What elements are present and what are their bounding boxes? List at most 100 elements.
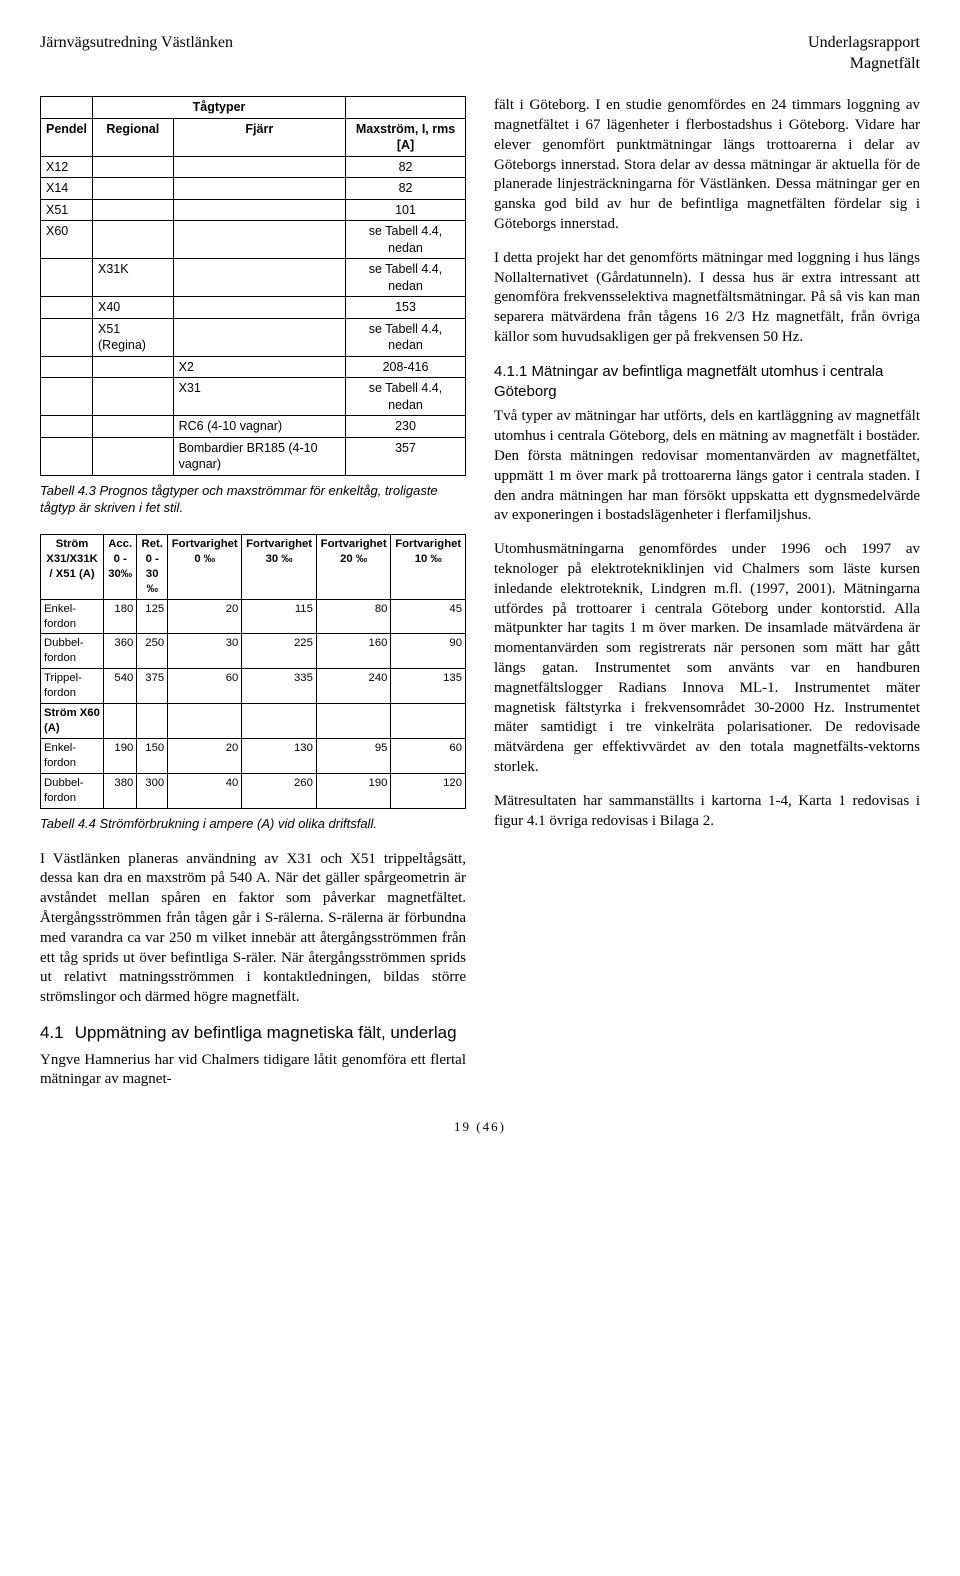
t43-titlecell-1: Tågtyper xyxy=(93,97,346,119)
t43-r9c0 xyxy=(41,416,93,438)
left-paragraph-1: I Västlänken planeras användning av X31 … xyxy=(40,850,466,1008)
t44-r1c2: 250 xyxy=(137,634,168,669)
t43-r3c0: X60 xyxy=(41,221,93,259)
t44-r4c4: 130 xyxy=(242,738,317,773)
section-heading-4-1: 4.1 Uppmätning av befintliga magnetiska … xyxy=(40,1022,466,1044)
t43-titlecell-3 xyxy=(346,97,466,119)
right-paragraph-1: fält i Göteborg. I en studie genomfördes… xyxy=(494,96,920,235)
t43-r9c2: RC6 (4-10 vagnar) xyxy=(173,416,345,438)
right-paragraph-4: Utomhusmätningarna genomfördes under 199… xyxy=(494,540,920,778)
left-column: Tågtyper Pendel Regional Fjärr Maxström,… xyxy=(40,96,466,1090)
t43-r8c2: X31 xyxy=(173,378,345,416)
t44-h3: Fortvarighet 0 ‰ xyxy=(168,535,242,600)
t44-r2c6: 135 xyxy=(391,669,466,704)
t44-r5c6: 120 xyxy=(391,773,466,808)
right-column: fält i Göteborg. I en studie genomfördes… xyxy=(494,96,920,1090)
t44-r4c1: 190 xyxy=(104,738,137,773)
t44-r2c3: 60 xyxy=(168,669,242,704)
t44-r3c0: Ström X60 (A) xyxy=(41,704,104,739)
t44-r4c2: 150 xyxy=(137,738,168,773)
t44-r1c3: 30 xyxy=(168,634,242,669)
page-header: Järnvägsutredning Västlänken Underlagsra… xyxy=(40,32,920,74)
t44-h0: Ström X31/X31K / X51 (A) xyxy=(41,535,104,600)
t44-r4c6: 60 xyxy=(391,738,466,773)
t44-r0c1: 180 xyxy=(104,599,137,634)
t44-r5c2: 300 xyxy=(137,773,168,808)
t44-r4c0: Enkel-fordon xyxy=(41,738,104,773)
t44-r3c3 xyxy=(168,704,242,739)
t43-r0c1 xyxy=(93,156,174,178)
t43-r5c0 xyxy=(41,297,93,319)
t43-r6c0 xyxy=(41,318,93,356)
t44-h2: Ret. 0 - 30 ‰ xyxy=(137,535,168,600)
table-4-4-caption: Tabell 4.4 Strömförbrukning i ampere (A)… xyxy=(40,815,466,832)
table-4-4: Ström X31/X31K / X51 (A) Acc. 0 - 30‰ Re… xyxy=(40,534,466,809)
t43-r10c3: 357 xyxy=(346,437,466,475)
t43-r5c2 xyxy=(173,297,345,319)
t44-r0c3: 20 xyxy=(168,599,242,634)
t43-r6c1: X51 (Regina) xyxy=(93,318,174,356)
t44-r3c5 xyxy=(316,704,391,739)
t43-h0: Pendel xyxy=(41,118,93,156)
t43-r8c1 xyxy=(93,378,174,416)
t44-r2c2: 375 xyxy=(137,669,168,704)
heading-text: Uppmätning av befintliga magnetiska fält… xyxy=(75,1023,457,1042)
t43-r0c3: 82 xyxy=(346,156,466,178)
t44-r2c4: 335 xyxy=(242,669,317,704)
t43-r0c0: X12 xyxy=(41,156,93,178)
t43-r3c1 xyxy=(93,221,174,259)
page-footer: 19 (46) xyxy=(40,1118,920,1135)
t44-r5c4: 260 xyxy=(242,773,317,808)
t43-r0c2 xyxy=(173,156,345,178)
t44-r5c3: 40 xyxy=(168,773,242,808)
t43-r2c3: 101 xyxy=(346,199,466,221)
t44-r0c2: 125 xyxy=(137,599,168,634)
t43-r4c3: se Tabell 4.4, nedan xyxy=(346,259,466,297)
t44-r2c0: Trippel-fordon xyxy=(41,669,104,704)
t43-r1c1 xyxy=(93,178,174,200)
t44-r0c5: 80 xyxy=(316,599,391,634)
t43-r3c2 xyxy=(173,221,345,259)
doc-title-right1: Underlagsrapport xyxy=(808,32,920,53)
t43-r4c1: X31K xyxy=(93,259,174,297)
heading-number: 4.1 xyxy=(40,1022,70,1044)
t44-r3c4 xyxy=(242,704,317,739)
t43-r4c0 xyxy=(41,259,93,297)
t44-r2c5: 240 xyxy=(316,669,391,704)
t44-r1c0: Dubbel-fordon xyxy=(41,634,104,669)
t43-r8c0 xyxy=(41,378,93,416)
t43-r1c3: 82 xyxy=(346,178,466,200)
t43-r5c3: 153 xyxy=(346,297,466,319)
t44-h1: Acc. 0 - 30‰ xyxy=(104,535,137,600)
t43-r2c1 xyxy=(93,199,174,221)
t44-r0c4: 115 xyxy=(242,599,317,634)
right-paragraph-2: I detta projekt har det genomförts mätni… xyxy=(494,249,920,348)
t44-h6: Fortvarighet 10 ‰ xyxy=(391,535,466,600)
t43-h1: Regional xyxy=(93,118,174,156)
t43-r6c2 xyxy=(173,318,345,356)
t44-r1c6: 90 xyxy=(391,634,466,669)
t43-r1c0: X14 xyxy=(41,178,93,200)
t43-r10c2: Bombardier BR185 (4-10 vagnar) xyxy=(173,437,345,475)
t44-r5c1: 380 xyxy=(104,773,137,808)
t44-r5c5: 190 xyxy=(316,773,391,808)
table-4-3-caption: Tabell 4.3 Prognos tågtyper och maxström… xyxy=(40,482,466,516)
t44-r5c0: Dubbel-fordon xyxy=(41,773,104,808)
t44-h5: Fortvarighet 20 ‰ xyxy=(316,535,391,600)
t44-r4c5: 95 xyxy=(316,738,391,773)
t43-r7c2: X2 xyxy=(173,356,345,378)
t43-r3c3: se Tabell 4.4, nedan xyxy=(346,221,466,259)
right-paragraph-3: Två typer av mätningar har utförts, dels… xyxy=(494,407,920,526)
left-paragraph-2: Yngve Hamnerius har vid Chalmers tidigar… xyxy=(40,1051,466,1091)
t43-r7c0 xyxy=(41,356,93,378)
t44-r1c5: 160 xyxy=(316,634,391,669)
t43-r2c2 xyxy=(173,199,345,221)
t43-r9c3: 230 xyxy=(346,416,466,438)
t44-r3c6 xyxy=(391,704,466,739)
t43-r6c3: se Tabell 4.4, nedan xyxy=(346,318,466,356)
t43-r5c1: X40 xyxy=(93,297,174,319)
t43-r7c3: 208-416 xyxy=(346,356,466,378)
t44-r3c2 xyxy=(137,704,168,739)
t44-h4: Fortvarighet 30 ‰ xyxy=(242,535,317,600)
doc-title-left: Järnvägsutredning Västlänken xyxy=(40,32,233,74)
